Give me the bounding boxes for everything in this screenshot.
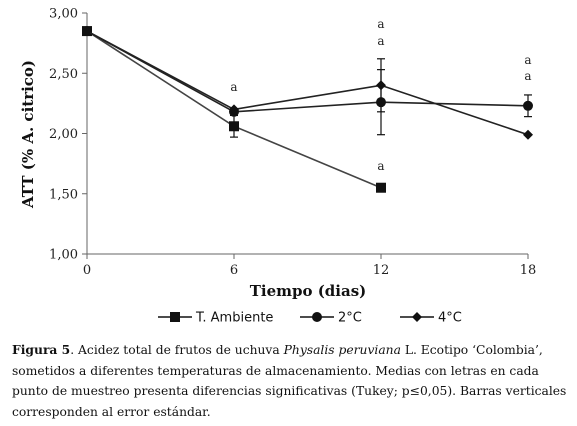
significance-letter: a xyxy=(230,80,237,94)
legend-item: 2°C xyxy=(300,311,362,326)
line-chart: 1,00 1,50 2,00 2,50 3,00 0 6 12 18 Tiempo (dias… xyxy=(19,7,536,326)
figure-caption: Figura 5. Acidez total de frutos de uchu… xyxy=(12,340,568,422)
caption-figure-label: Figura 5 xyxy=(12,342,71,357)
data-point xyxy=(376,80,386,91)
y-ticks: 1,00 1,50 2,00 2,50 3,00 xyxy=(49,7,87,263)
y-tick-label: 3,00 xyxy=(49,7,78,22)
y-tick-label: 2,00 xyxy=(49,127,78,142)
data-point xyxy=(376,182,386,193)
y-tick-label: 2,50 xyxy=(49,67,78,82)
significance-letter: a xyxy=(524,69,531,83)
x-ticks: 0 6 12 18 xyxy=(83,254,536,278)
legend-marker xyxy=(170,312,180,322)
legend-item: 4°C xyxy=(400,311,462,326)
x-tick-label: 18 xyxy=(520,263,537,278)
data-point xyxy=(229,104,239,115)
series-line xyxy=(86,30,529,136)
data-point xyxy=(523,129,533,140)
plot-area xyxy=(82,26,533,193)
significance-letter: a xyxy=(377,34,384,48)
caption-text-2: L. Ecotipo ‘Colombia’, sometidos a difer… xyxy=(12,343,567,419)
data-point xyxy=(229,121,239,132)
x-tick-label: 6 xyxy=(230,263,238,278)
series-circle xyxy=(82,26,533,136)
legend: T. Ambiente 2°C 4°C xyxy=(158,311,462,326)
legend-label: 4°C xyxy=(438,311,462,326)
legend-item: T. Ambiente xyxy=(158,311,273,326)
legend-label: T. Ambiente xyxy=(195,311,273,326)
y-tick-label: 1,00 xyxy=(49,248,78,263)
legend-marker xyxy=(412,312,422,322)
series-line xyxy=(86,30,529,113)
y-axis-label: ATT (% A. citrico) xyxy=(19,60,37,209)
data-point xyxy=(82,26,92,37)
x-tick-label: 0 xyxy=(83,263,91,278)
significance-letter: a xyxy=(377,17,384,31)
y-tick-label: 1,50 xyxy=(49,187,78,202)
caption-species: Physalis peruviana xyxy=(283,343,401,357)
significance-letter: a xyxy=(524,53,531,67)
legend-marker xyxy=(312,312,322,322)
caption-text-1: . Acidez total de frutos de uchuva xyxy=(70,343,284,357)
significance-letter: a xyxy=(377,159,384,173)
data-point xyxy=(523,100,533,111)
axes xyxy=(86,13,528,255)
x-axis-label: Tiempo (dias) xyxy=(250,282,367,300)
legend-label: 2°C xyxy=(338,311,362,326)
x-tick-label: 12 xyxy=(373,263,390,278)
series-diamond xyxy=(82,26,533,140)
